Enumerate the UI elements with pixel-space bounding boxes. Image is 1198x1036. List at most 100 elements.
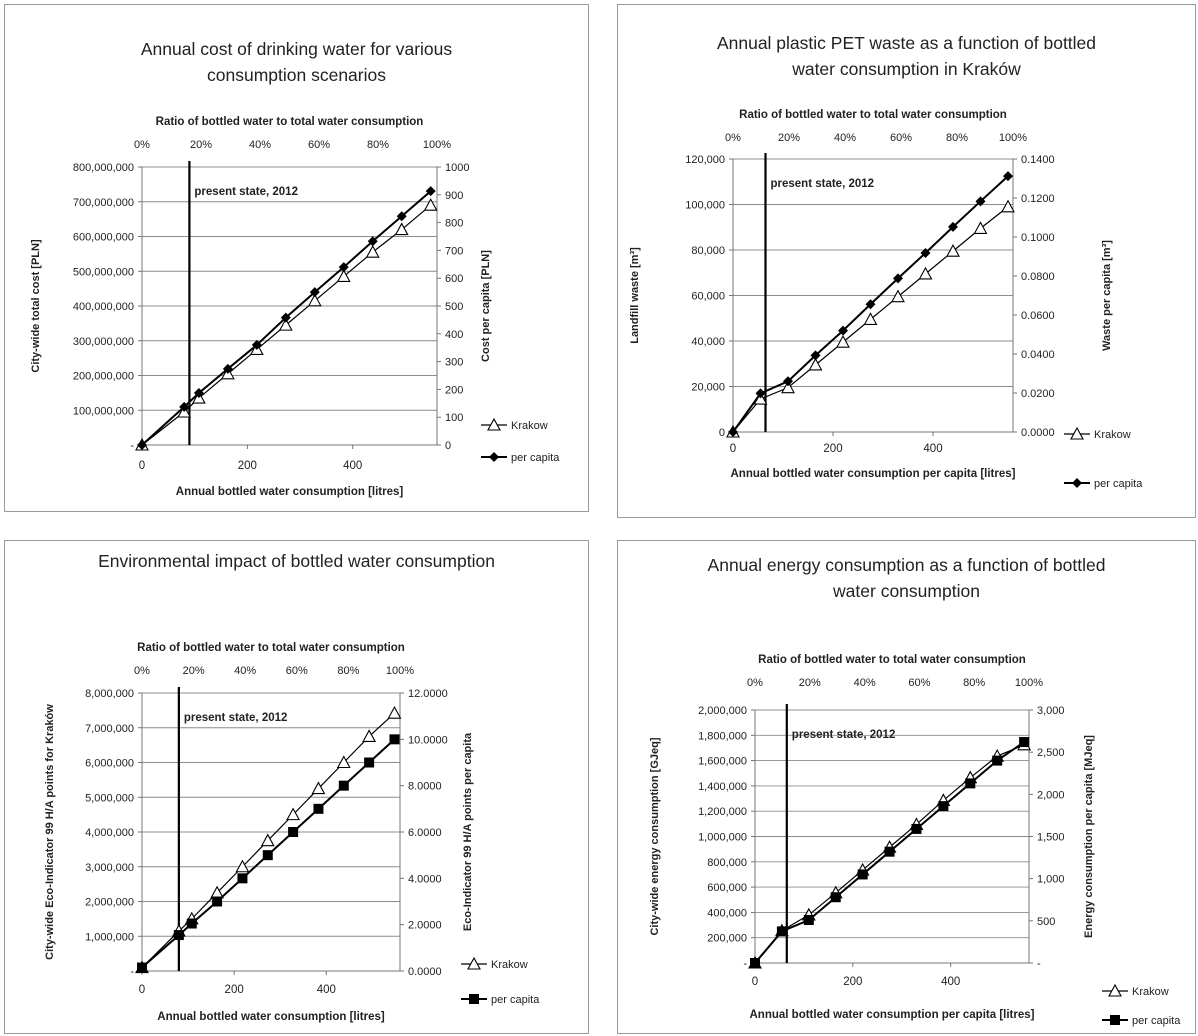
chart-title: Annual cost of drinking water for variou… [141,39,453,59]
data-point [367,236,378,247]
top-tick-label: 80% [337,665,359,677]
y2-tick-label: 0.1400 [1021,154,1055,166]
data-point [307,293,322,307]
data-point [311,781,326,795]
x-tick-label: 0 [139,984,145,996]
top-tick-label: 0% [134,665,150,677]
legend-marker [487,417,501,431]
y-tick-label: 700,000,000 [73,197,134,209]
data-point [387,706,402,719]
data-point [891,289,905,303]
y2-axis-label: Eco-Indicator 99 H/A points per capita [462,732,474,931]
data-point [394,222,409,236]
data-point [260,833,275,847]
legend-label: per capita [1132,1015,1181,1027]
data-point [288,827,299,837]
data-point [173,930,184,941]
y2-tick-label: 1000 [445,162,469,174]
series-per-capita [137,734,400,973]
y-tick-label: 40,000 [691,336,725,348]
data-point [186,918,197,929]
y2-tick-label: 2.0000 [408,920,442,932]
data-point [137,440,147,450]
data-point [396,211,407,222]
data-point [920,247,931,258]
top-tick-label: 60% [908,677,930,689]
y2-tick-label: 300 [445,357,463,369]
top-tick-label: 60% [890,132,912,144]
y2-tick-label: 3,000 [1037,705,1065,717]
y2-tick-label: 0.0000 [1021,427,1055,439]
x-tick-label: 0 [139,460,145,472]
top-tick-label: 40% [249,139,271,151]
top-tick-label: 20% [778,132,800,144]
y2-tick-label: 800 [445,218,463,230]
y2-axis-label: Cost per capita [PLN] [480,250,492,362]
data-point [863,312,878,325]
top-tick-label: 40% [834,132,856,144]
data-point [212,896,223,907]
data-point [992,755,1003,766]
data-point [309,287,320,298]
y2-tick-label: 2,000 [1037,789,1065,801]
chart-energy: Annual energy consumption as a function … [649,555,1181,1027]
data-point [179,401,190,412]
y-tick-label: - [130,440,134,452]
series-krakow [726,199,1015,438]
chart-waste: Annual plastic PET waste as a function o… [629,33,1143,490]
data-point [857,869,868,880]
data-point [911,823,922,834]
chart-panel-waste: Annual plastic PET waste as a function o… [617,4,1196,518]
x-axis-label: Annual bottled water consumption per cap… [750,1009,1035,1021]
y-tick-label: 5,000,000 [85,792,134,804]
y-tick-label: 100,000 [685,200,725,212]
data-point [1019,737,1030,748]
y2-axis-label: Energy consumption per capita [MJeq] [1083,735,1095,938]
legend-label: Krakow [1094,429,1131,441]
y-tick-label: 1,600,000 [698,756,747,768]
top-tick-label: 20% [190,139,212,151]
data-point [948,221,958,232]
y2-tick-label: 0 [445,440,451,452]
data-point [1003,171,1013,182]
y2-tick-label: 8.0000 [408,781,442,793]
y2-tick-label: 6.0000 [408,827,442,839]
y-tick-label: 120,000 [685,154,725,166]
data-point [336,755,351,769]
top-tick-label: 0% [134,139,150,151]
y-tick-label: 20,000 [691,382,725,394]
y2-tick-label: 500 [445,301,463,313]
top-tick-label: 20% [183,665,205,677]
data-point [286,807,301,821]
y2-tick-label: 0.1000 [1021,232,1055,244]
data-point [946,243,960,257]
legend-marker [489,452,499,462]
data-point [425,186,436,197]
y2-tick-label: - [1037,958,1041,970]
data-point [389,734,400,745]
y-tick-label: 400,000,000 [73,301,134,313]
y-tick-label: - [130,966,134,978]
y-tick-label: 400,000 [707,907,747,919]
top-axis-label: Ratio of bottled water to total water co… [156,116,424,128]
chart-title: consumption scenarios [207,65,386,85]
data-point [884,846,895,857]
present-state-label: present state, 2012 [771,178,875,190]
top-tick-label: 100% [386,665,414,677]
data-point [803,914,814,925]
top-tick-label: 80% [367,139,389,151]
series-per-capita [137,186,436,450]
data-point [783,376,793,387]
top-tick-label: 100% [999,132,1027,144]
legend: Krakow per capita [1064,426,1143,490]
top-tick-label: 100% [423,139,451,151]
data-point [865,299,876,310]
legend: Krakow per capita [1102,983,1181,1027]
y-tick-label: 4,000,000 [85,827,134,839]
y-tick-label: 100,000,000 [73,405,134,417]
y2-tick-label: 10.0000 [408,734,448,746]
data-point [235,859,250,873]
data-point [776,926,787,937]
chart-panel-energy: Annual energy consumption as a function … [617,540,1196,1034]
chart-title: Environmental impact of bottled water co… [98,551,495,571]
